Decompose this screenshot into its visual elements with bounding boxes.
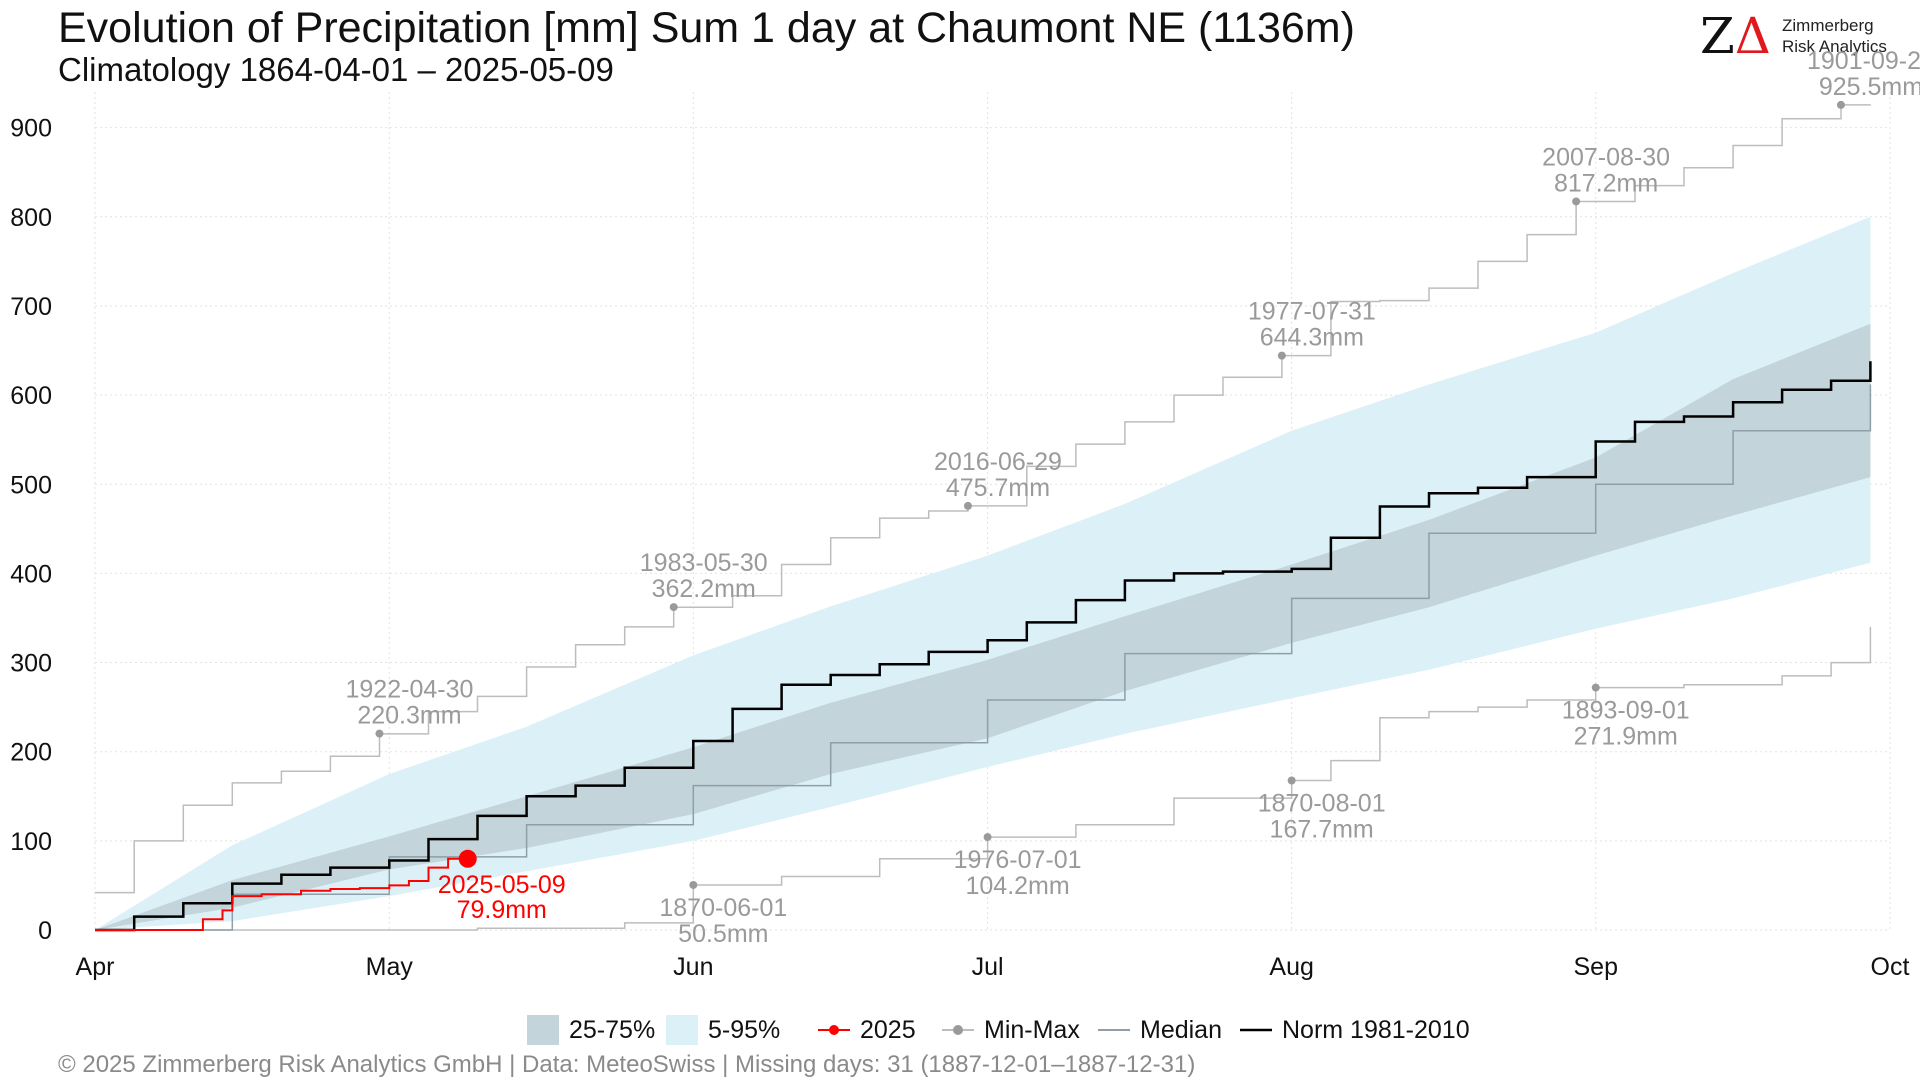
legend-key-median (1098, 1015, 1130, 1045)
y-tick-label: 600 (10, 382, 52, 410)
current-date-label: 2025-05-09 (438, 871, 566, 899)
min-value-label: 167.7mm (1270, 815, 1374, 843)
max-date-label: 2007-08-30 (1542, 143, 1670, 171)
annotation-points (375, 100, 1845, 889)
max-value-label: 817.2mm (1554, 169, 1658, 197)
band-5-95 (95, 216, 1871, 931)
logo-mark-icon: ZΔ (1700, 8, 1771, 64)
legend-item-5-95: 5-95% (666, 1010, 780, 1050)
legend-item-norm: Norm 1981-2010 (1240, 1010, 1470, 1050)
legend-key-25-75 (527, 1015, 559, 1045)
current-value-label: 79.9mm (457, 896, 547, 924)
legend: 25-75% 5-95% 2025 Min-Max Median Norm 19… (0, 1010, 1920, 1050)
max-date-label: 1901-09-26 (1807, 47, 1920, 75)
x-tick-label: Aug (1269, 953, 1313, 981)
max-point (375, 729, 384, 738)
y-tick-label: 100 (10, 828, 52, 856)
band-25-75 (95, 323, 1871, 930)
max-value-label: 362.2mm (652, 575, 756, 603)
series-norm-1981-2010 (95, 361, 1872, 932)
y-tick-label: 700 (10, 293, 52, 321)
y-tick-label: 500 (10, 471, 52, 499)
legend-label-25-75: 25-75% (569, 1015, 656, 1044)
x-tick-label: Sep (1573, 953, 1617, 981)
max-point (1572, 197, 1581, 206)
y-tick-label: 800 (10, 204, 52, 232)
y-tick-label: 300 (10, 650, 52, 678)
logo-text: Zimmerberg Risk Analytics (1782, 15, 1887, 57)
y-tick-label: 900 (10, 115, 52, 143)
legend-label-norm: Norm 1981-2010 (1282, 1015, 1470, 1044)
legend-label-5-95: 5-95% (708, 1015, 781, 1044)
y-tick-label: 400 (10, 560, 52, 588)
max-value-label: 220.3mm (357, 702, 461, 730)
max-date-label: 1922-04-30 (346, 676, 474, 704)
max-value-label: 644.3mm (1260, 324, 1364, 352)
y-tick-label: 0 (38, 917, 52, 945)
legend-key-2025 (818, 1015, 850, 1045)
y-tick-label: 200 (10, 739, 52, 767)
logo-line-1: Zimmerberg (1782, 16, 1874, 35)
min-point (1287, 776, 1296, 785)
current-point (458, 849, 477, 868)
min-date-label: 1893-09-01 (1562, 697, 1690, 725)
min-value-label: 271.9mm (1574, 723, 1678, 751)
max-value-label: 475.7mm (946, 474, 1050, 502)
legend-item-25-75: 25-75% (527, 1010, 655, 1050)
min-value-label: 104.2mm (965, 872, 1069, 900)
x-tick-label: Oct (1871, 953, 1910, 981)
max-date-label: 2016-06-29 (934, 448, 1062, 476)
percentile-bands (95, 216, 1871, 931)
series-median (95, 384, 1872, 931)
max-point (963, 501, 972, 510)
min-point (1591, 683, 1600, 692)
footer-credits: © 2025 Zimmerberg Risk Analytics GmbH | … (58, 1051, 1196, 1078)
legend-item-median: Median (1098, 1010, 1222, 1050)
x-tick-label: Jun (673, 953, 713, 981)
axis-labels: 0 100 200 300 400 500 600 700 800 900 Apr May Jun Jul… (10, 115, 1909, 981)
min-date-label: 1870-08-01 (1258, 789, 1386, 817)
min-point (983, 833, 992, 842)
legend-label-median: Median (1140, 1015, 1222, 1044)
company-logo: ZΔ Zimmerberg Risk Analytics (1700, 8, 1910, 64)
series-min (95, 626, 1872, 931)
max-point (669, 603, 678, 612)
logo-z: Z (1700, 7, 1735, 65)
max-date-label: 1977-07-31 (1248, 298, 1376, 326)
logo-delta: Δ (1734, 7, 1771, 65)
min-date-label: 1976-07-01 (954, 846, 1082, 874)
series-2025 (95, 857, 469, 931)
max-point (1277, 351, 1286, 360)
min-date-label: 1870-06-01 (659, 894, 787, 922)
min-point (689, 880, 698, 889)
x-tick-label: Jul (972, 953, 1004, 981)
logo-line-2: Risk Analytics (1782, 37, 1887, 56)
min-value-label: 50.5mm (678, 920, 768, 948)
chart-subtitle: Climatology 1864-04-01 – 2025-05-09 (58, 51, 614, 88)
legend-key-norm (1240, 1015, 1272, 1045)
chart-title: Evolution of Precipitation [mm] Sum 1 da… (58, 4, 1355, 52)
legend-label-2025: 2025 (860, 1015, 916, 1044)
legend-key-5-95 (666, 1015, 698, 1045)
legend-label-minmax: Min-Max (984, 1015, 1080, 1044)
x-tick-label: May (366, 953, 414, 981)
legend-item-minmax: Min-Max (942, 1010, 1080, 1050)
max-value-label: 925.5mm (1819, 73, 1920, 101)
max-point (1836, 100, 1845, 109)
legend-key-minmax (942, 1015, 974, 1045)
x-tick-label: Apr (76, 953, 115, 981)
max-date-label: 1983-05-30 (640, 549, 768, 577)
legend-item-2025: 2025 (818, 1010, 916, 1050)
